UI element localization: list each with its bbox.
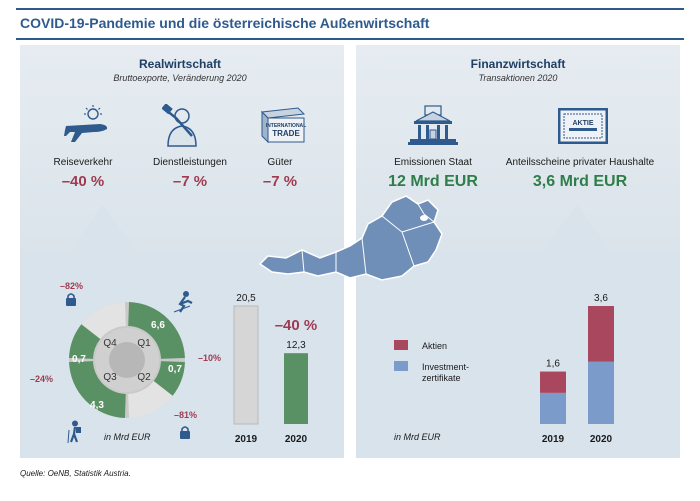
bar-2020: [284, 353, 308, 424]
fund-shares-stacked-bar-chart: 1,6 2019 3,6 2020: [540, 293, 614, 445]
donut-q2-change: –10%: [198, 353, 222, 363]
finance-unit-label: in Mrd EUR: [394, 432, 441, 442]
bar-value-label: 20,5: [236, 293, 256, 304]
quarterly-donut-chart: Q1 Q2 Q3 Q4 6,6 0,7 4,3 0,7: [69, 302, 185, 418]
donut-unit-label: in Mrd EUR: [104, 432, 151, 442]
finance-label-government: Emissionen Staat: [394, 157, 472, 168]
category-label-goods: Güter: [267, 157, 293, 168]
donut-quarter-label: Q3: [103, 372, 117, 383]
header-rule-top: [16, 8, 684, 10]
finance-subheading: Transaktionen 2020: [478, 73, 558, 83]
donut-quarter-value: [69, 361, 126, 418]
donut-value-label: 0,7: [168, 364, 182, 375]
donut-quarter-label: Q2: [137, 372, 151, 383]
donut-quarter-value: [69, 324, 101, 359]
legend-label-investment: Investment- zertifikate: [422, 362, 469, 384]
stack-segment-2019: [540, 371, 566, 393]
stack-year-label: 2020: [590, 434, 613, 445]
real-heading: Realwirtschaft: [138, 57, 222, 71]
donut-quarter-label: Q4: [103, 338, 117, 349]
bar-year-label: 2020: [285, 434, 308, 445]
legend-label-aktien: Aktien: [422, 341, 448, 351]
finance-chart-panel: [356, 250, 680, 458]
category-label-services: Dienstleistungen: [153, 157, 227, 168]
real-subheading: Bruttoexporte, Veränderung 2020: [113, 73, 247, 83]
share-certificate-icon: AKTIE: [558, 108, 608, 144]
change-travel: –40 %: [61, 173, 105, 190]
header-rule-bottom: [16, 38, 684, 40]
stack-total-label: 1,6: [546, 359, 560, 370]
bar-value-label: 12,3: [286, 340, 306, 351]
legend-label-investment-line2: zertifikate: [422, 373, 461, 383]
donut-quarter-value: [128, 302, 185, 359]
stack-segment-2019: [540, 392, 566, 424]
real-callout-triangle: [70, 205, 136, 250]
legend-swatch-aktien: [394, 340, 408, 350]
legend-label-investment-line1: Investment-: [422, 362, 470, 372]
travel-exports-bar-chart: 20,5 2019 12,3 2020: [233, 293, 308, 445]
donut-quarter-label: Q1: [137, 338, 151, 349]
source-note: Quelle: OeNB, Statistik Austria.: [20, 469, 131, 478]
stack-year-label: 2019: [542, 434, 565, 445]
donut-value-label: 6,6: [151, 320, 165, 331]
finance-value-households: 3,6 Mrd EUR: [532, 173, 628, 190]
austria-map-icon: [258, 195, 443, 281]
stack-segment-2020: [588, 361, 614, 424]
worker-icon: [162, 104, 197, 147]
svg-text:INTERNATIONAL: INTERNATIONAL: [266, 123, 306, 129]
donut-top-change: –82%: [60, 281, 84, 291]
finance-heading: Finanzwirtschaft: [470, 57, 566, 71]
page-title: COVID-19-Pandemie und die österreichisch…: [20, 15, 430, 31]
lock-icon: [180, 426, 190, 439]
change-services: –7 %: [172, 173, 208, 190]
donut-q3-change: –81%: [174, 410, 198, 420]
callout-shapes: [70, 205, 610, 250]
donut-q4-change: –24%: [30, 374, 54, 384]
svg-text:TRADE: TRADE: [272, 129, 300, 138]
donut-value-label: 4,3: [90, 400, 104, 411]
hiker-icon: [67, 420, 81, 444]
category-label-travel: Reiseverkehr: [53, 157, 113, 168]
donut-center: [109, 342, 145, 378]
donut-value-label: 0,7: [72, 354, 86, 365]
airplane-sun-icon: [64, 105, 108, 142]
donut-quarter-value: [153, 361, 185, 396]
svg-text:AKTIE: AKTIE: [573, 120, 594, 127]
government-building-icon: [408, 105, 458, 145]
trade-box-icon: INTERNATIONAL TRADE: [260, 107, 306, 144]
real-economy-panel: [20, 45, 344, 250]
travel-bar-change: –40 %: [274, 317, 318, 334]
change-goods: –7 %: [262, 173, 298, 190]
finance-callout-triangle: [543, 205, 610, 250]
stack-total-label: 3,6: [594, 293, 608, 304]
finance-value-government: 12 Mrd EUR: [388, 173, 478, 190]
finance-label-households: Anteilsscheine privater Haushalte: [505, 157, 655, 168]
legend-swatch-investment: [394, 361, 408, 371]
bar-year-label: 2019: [235, 434, 258, 445]
skier-icon: [173, 291, 193, 313]
bar-2019: [233, 305, 259, 425]
lock-icon: [66, 293, 76, 306]
stack-segment-2020: [588, 306, 614, 362]
